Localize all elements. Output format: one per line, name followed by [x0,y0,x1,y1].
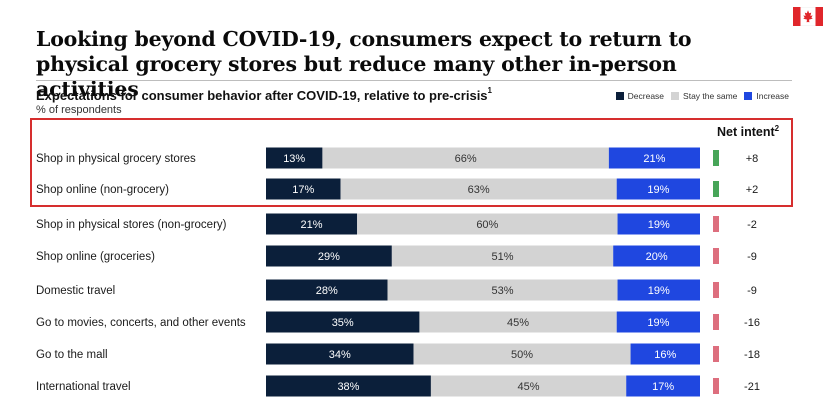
net-intent-value-7: -21 [744,381,760,393]
legend-label-decrease: Decrease [627,91,665,101]
row-label-2: Shop in physical stores (non-grocery) [36,219,227,231]
net-intent-marker-6 [713,346,719,362]
value-label-increase-3: 20% [646,251,668,263]
bar-stay-3 [391,245,614,267]
bar-increase-2 [617,213,700,235]
chart-legend: Decrease Stay the same Increase [615,91,789,101]
legend-swatch-increase [744,92,753,100]
net-intent-value-0: +8 [746,153,759,165]
net-intent-marker-4 [713,282,719,298]
value-label-increase-0: 21% [643,153,665,165]
net-intent-marker-3 [713,248,719,264]
value-label-stay-0: 66% [455,153,477,165]
row-label-4: Domestic travel [36,285,115,297]
bar-decrease-2 [266,213,358,235]
value-label-stay-2: 60% [476,219,498,231]
bar-decrease-7 [266,375,431,397]
net-intent-value-1: +2 [746,184,759,196]
canada-flag-icon [792,6,824,27]
row-label-3: Shop online (groceries) [36,251,155,263]
bar-increase-0 [608,147,700,169]
value-label-decrease-3: 29% [318,251,340,263]
net-intent-header-text: Net intent [717,125,775,139]
value-label-increase-5: 19% [647,317,669,329]
row-label-5: Go to movies, concerts, and other events [36,317,246,329]
value-label-stay-4: 53% [492,285,514,297]
legend-swatch-decrease [615,92,624,100]
bar-stay-5 [419,311,617,333]
subtitle-footnote-marker: 1 [487,86,492,95]
value-label-increase-1: 19% [647,184,669,196]
legend-label-stay: Stay the same [683,91,738,101]
net-intent-marker-5 [713,314,719,330]
net-intent-header: Net intent2 [717,124,780,139]
bar-increase-5 [616,311,700,333]
value-label-decrease-2: 21% [301,219,323,231]
legend-swatch-stay [671,92,680,100]
value-label-increase-4: 19% [648,285,670,297]
bar-stay-6 [413,343,631,365]
net-intent-value-4: -9 [747,285,757,297]
chart-subtitle: Expectations for consumer behavior after… [36,86,492,103]
bar-increase-7 [626,375,700,397]
bar-increase-1 [616,178,700,200]
net-intent-value-5: -16 [744,317,760,329]
net-intent-value-2: -2 [747,219,757,231]
value-label-decrease-7: 38% [337,381,359,393]
net-intent-footnote-marker: 2 [774,124,780,133]
legend-item-decrease: Decrease [615,91,665,101]
legend-item-stay: Stay the same [671,91,737,101]
bar-stay-1 [340,178,617,200]
bar-stay-2 [357,213,618,235]
row-label-7: International travel [36,381,131,393]
bar-decrease-1 [266,178,341,200]
bar-decrease-5 [266,311,420,333]
net-intent-marker-1 [713,181,719,197]
row-label-1: Shop online (non-grocery) [36,184,169,196]
divider [36,80,792,81]
value-label-stay-6: 50% [511,349,533,361]
unit-note: % of respondents [36,104,122,116]
legend-item-increase: Increase [744,91,789,101]
bar-increase-3 [613,245,700,267]
bar-increase-6 [630,343,700,365]
value-label-decrease-4: 28% [316,285,338,297]
legend-label-increase: Increase [756,91,789,101]
net-intent-marker-2 [713,216,719,232]
value-label-increase-6: 16% [654,349,676,361]
value-label-increase-7: 17% [652,381,674,393]
value-label-decrease-0: 13% [283,153,305,165]
net-intent-value-6: -18 [744,349,760,361]
value-label-stay-5: 45% [507,317,529,329]
net-intent-value-3: -9 [747,251,757,263]
value-label-stay-3: 51% [492,251,514,263]
bar-stay-0 [322,147,609,169]
row-label-6: Go to the mall [36,349,108,361]
bar-stay-4 [387,279,618,301]
chart-headline: Looking beyond COVID-19, consumers expec… [36,27,692,101]
bar-decrease-0 [266,147,323,169]
value-label-stay-7: 45% [518,381,540,393]
value-label-decrease-5: 35% [332,317,354,329]
bar-decrease-4 [266,279,388,301]
value-label-increase-2: 19% [648,219,670,231]
value-label-stay-1: 63% [468,184,490,196]
row-label-0: Shop in physical grocery stores [36,153,196,165]
highlight-box [30,118,793,207]
net-intent-marker-0 [713,150,719,166]
bar-stay-7 [430,375,627,397]
bar-increase-4 [617,279,700,301]
value-label-decrease-6: 34% [329,349,351,361]
value-label-decrease-1: 17% [292,184,314,196]
net-intent-marker-7 [713,378,719,394]
chart-subtitle-text: Expectations for consumer behavior after… [36,88,488,103]
bar-decrease-6 [266,343,414,365]
bar-decrease-3 [266,245,392,267]
